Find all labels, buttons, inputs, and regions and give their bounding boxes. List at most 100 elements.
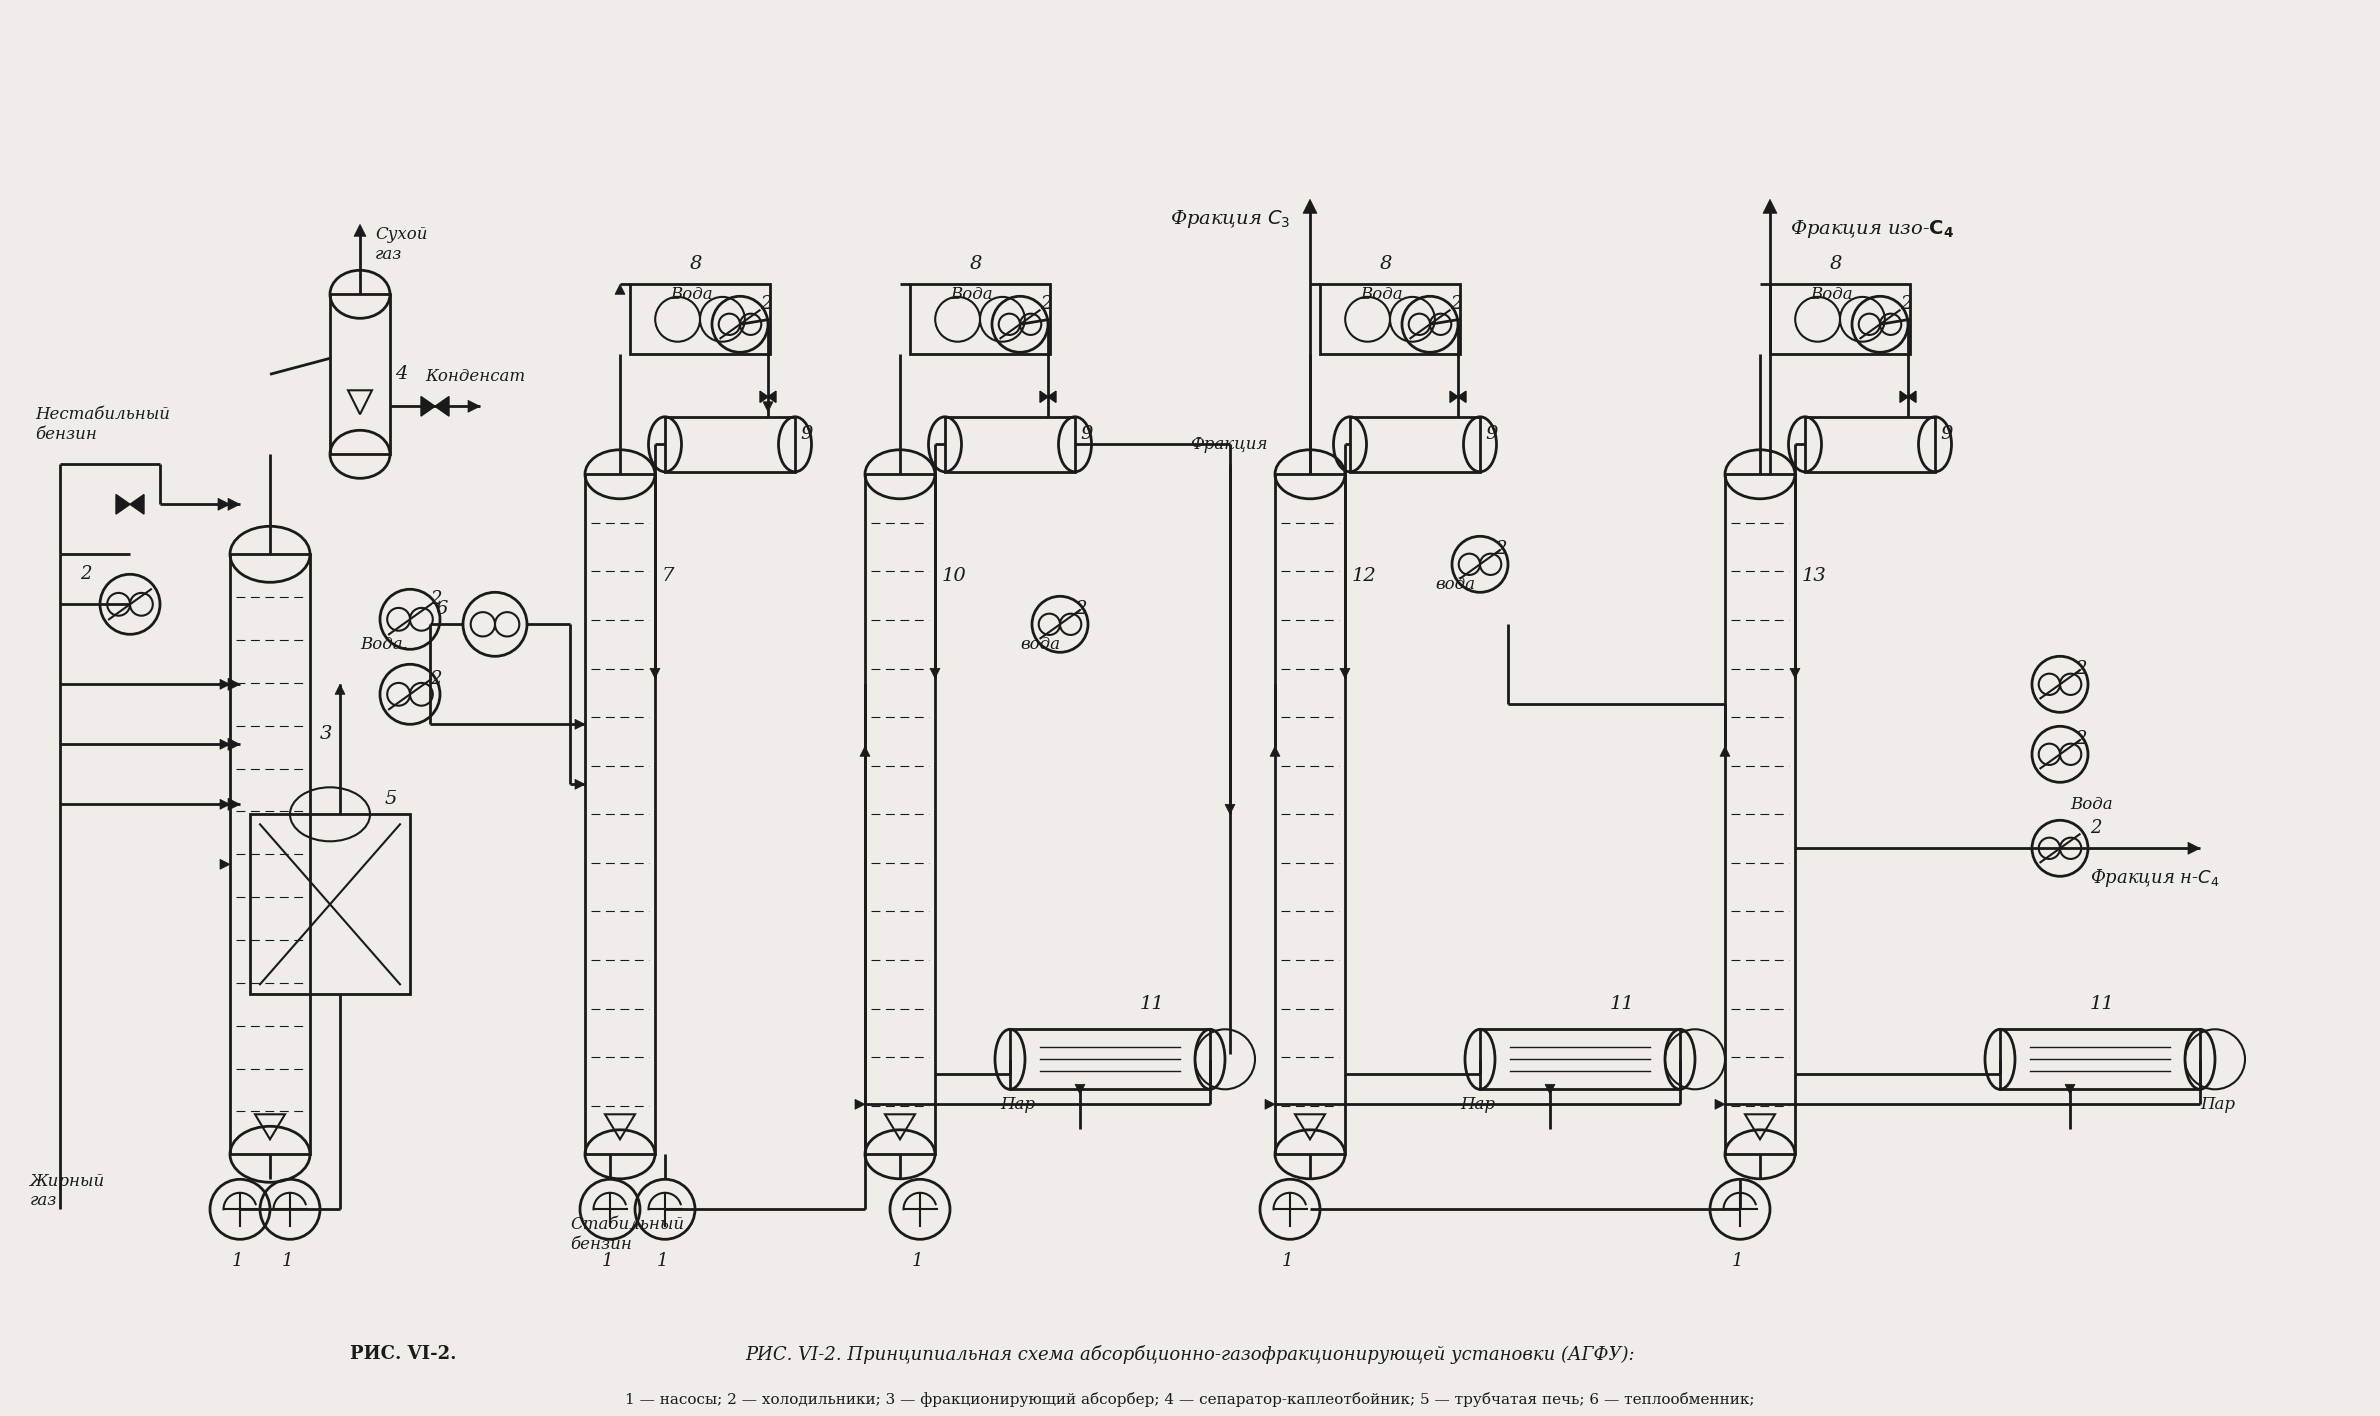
- Polygon shape: [2066, 1085, 2075, 1095]
- Text: 3: 3: [319, 725, 333, 743]
- Text: 2: 2: [431, 670, 443, 688]
- Text: Вода.: Вода.: [359, 636, 407, 653]
- Polygon shape: [1047, 391, 1057, 402]
- Text: Вода: Вода: [2071, 796, 2113, 813]
- Polygon shape: [854, 1099, 864, 1109]
- Text: 1: 1: [1283, 1252, 1292, 1270]
- Polygon shape: [336, 684, 345, 694]
- Text: 2: 2: [1076, 600, 1088, 619]
- Bar: [250, 814, 409, 994]
- Text: Пар: Пар: [2199, 1096, 2235, 1113]
- Polygon shape: [1040, 391, 1047, 402]
- Text: Нестабильный
бензин: Нестабильный бензин: [36, 406, 169, 443]
- Polygon shape: [355, 224, 367, 236]
- Bar: [1480, 1029, 1680, 1089]
- Polygon shape: [576, 779, 585, 789]
- Polygon shape: [219, 680, 231, 690]
- Polygon shape: [1449, 391, 1459, 402]
- Bar: [945, 416, 1076, 472]
- Text: РИС. VI-2.: РИС. VI-2.: [350, 1345, 457, 1364]
- Bar: [1771, 285, 1911, 354]
- Text: 9: 9: [1940, 425, 1952, 443]
- Text: 8: 8: [1830, 255, 1842, 273]
- Text: 13: 13: [1802, 568, 1828, 585]
- Text: 2: 2: [431, 590, 443, 609]
- Polygon shape: [1909, 391, 1916, 402]
- Polygon shape: [759, 391, 769, 402]
- Polygon shape: [769, 391, 776, 402]
- Polygon shape: [1764, 200, 1778, 214]
- Polygon shape: [228, 799, 240, 810]
- Text: 1: 1: [912, 1252, 923, 1270]
- Bar: [585, 474, 655, 1154]
- Polygon shape: [1271, 746, 1280, 756]
- Text: 12: 12: [1352, 568, 1376, 585]
- Text: Жирный
газ: Жирный газ: [31, 1172, 105, 1209]
- Polygon shape: [228, 678, 240, 690]
- Polygon shape: [1076, 1085, 1085, 1095]
- Bar: [231, 554, 309, 1154]
- Polygon shape: [219, 739, 231, 749]
- Text: 2: 2: [1899, 296, 1911, 313]
- Text: Фракция $C_3$: Фракция $C_3$: [1171, 208, 1290, 231]
- Polygon shape: [1226, 804, 1235, 814]
- Text: 1: 1: [602, 1252, 614, 1270]
- Text: 4: 4: [395, 365, 407, 384]
- Text: 1: 1: [231, 1252, 243, 1270]
- Text: 1: 1: [281, 1252, 293, 1270]
- Bar: [631, 285, 771, 354]
- Polygon shape: [436, 396, 450, 416]
- Text: 9: 9: [800, 425, 812, 443]
- Polygon shape: [2187, 843, 2199, 854]
- Text: Вода: Вода: [671, 286, 712, 303]
- Bar: [664, 416, 795, 472]
- Bar: [1349, 416, 1480, 472]
- Polygon shape: [1459, 391, 1466, 402]
- Bar: [864, 474, 935, 1154]
- Text: 8: 8: [971, 255, 983, 273]
- Text: 2: 2: [2075, 731, 2087, 748]
- Text: Пар: Пар: [1000, 1096, 1035, 1113]
- Bar: [1276, 474, 1345, 1154]
- Polygon shape: [931, 668, 940, 678]
- Text: 2: 2: [2075, 660, 2087, 678]
- Polygon shape: [764, 402, 774, 412]
- Polygon shape: [117, 494, 131, 514]
- Text: Стабильный
бензин: Стабильный бензин: [569, 1216, 683, 1253]
- Text: вода: вода: [1435, 576, 1476, 593]
- Text: 2: 2: [759, 296, 771, 313]
- Text: Вода: Вода: [950, 286, 992, 303]
- Polygon shape: [1790, 668, 1799, 678]
- Text: 2: 2: [1495, 541, 1507, 558]
- Text: 1: 1: [657, 1252, 669, 1270]
- Polygon shape: [219, 860, 231, 869]
- Polygon shape: [1302, 200, 1316, 214]
- Text: Вода: Вода: [1359, 286, 1402, 303]
- Text: 9: 9: [1485, 425, 1497, 443]
- Polygon shape: [1340, 668, 1349, 678]
- Text: 2: 2: [81, 565, 90, 583]
- Polygon shape: [576, 719, 585, 729]
- Bar: [1321, 285, 1459, 354]
- Polygon shape: [228, 498, 240, 510]
- Polygon shape: [1721, 746, 1730, 756]
- Text: 5: 5: [386, 790, 397, 809]
- Polygon shape: [228, 738, 240, 750]
- Text: 11: 11: [1609, 995, 1635, 1014]
- Polygon shape: [421, 396, 436, 416]
- Text: 11: 11: [1140, 995, 1164, 1014]
- Polygon shape: [614, 285, 626, 295]
- Polygon shape: [219, 498, 231, 510]
- Polygon shape: [131, 494, 145, 514]
- Text: 2: 2: [2090, 820, 2102, 837]
- Bar: [1009, 1029, 1209, 1089]
- Text: 2: 2: [1040, 296, 1052, 313]
- Text: 2: 2: [1449, 296, 1461, 313]
- Text: 6: 6: [436, 600, 447, 619]
- Bar: [1726, 474, 1795, 1154]
- Text: Фракция н-$C_4$: Фракция н-$C_4$: [2090, 867, 2221, 889]
- Polygon shape: [1545, 1085, 1554, 1095]
- Bar: [1804, 416, 1935, 472]
- Text: Конденсат: Конденсат: [426, 368, 526, 385]
- Text: вода: вода: [1021, 636, 1059, 653]
